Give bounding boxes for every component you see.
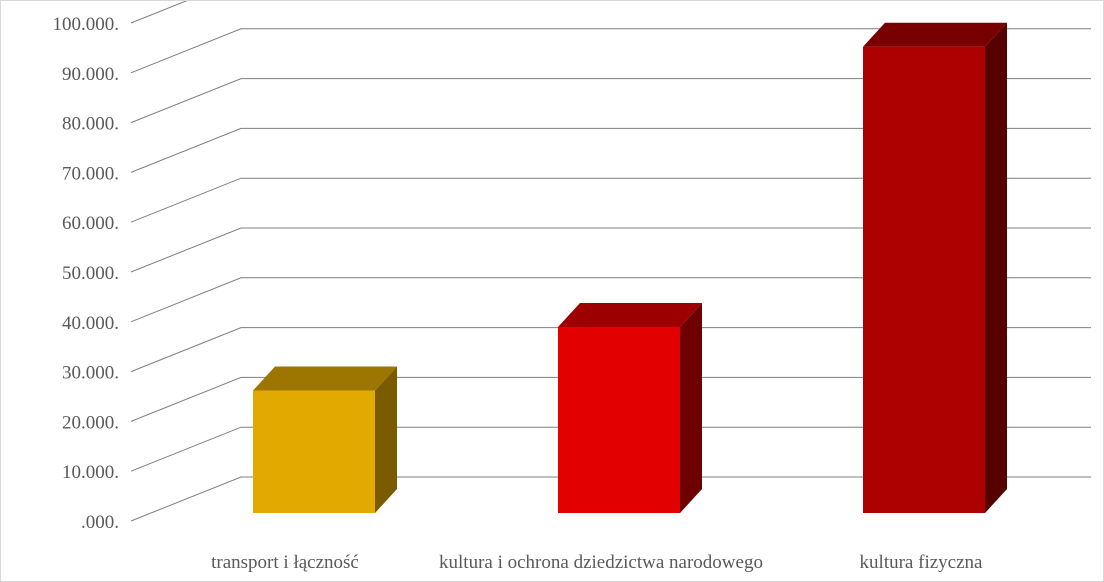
bar-front-face — [863, 46, 985, 514]
gridline — [130, 28, 1091, 74]
gridline — [130, 376, 1091, 422]
gridline — [130, 127, 1091, 173]
y-tick-label: 100.000. — [53, 14, 120, 35]
gridline — [130, 327, 1091, 373]
gridline — [130, 476, 1091, 522]
y-tick-label: 20.000. — [62, 412, 119, 433]
x-category-label: transport i łączność — [211, 552, 359, 573]
y-tick-label: 90.000. — [62, 64, 119, 85]
bar-side-face — [985, 22, 1007, 514]
y-tick-label: 30.000. — [62, 363, 119, 384]
bar-side-face — [680, 302, 702, 513]
x-axis-category-labels: transport i łączność kultura i ochrona dz… — [211, 552, 983, 573]
bar-top-face — [253, 366, 397, 391]
gridline — [130, 227, 1091, 273]
gridline — [130, 426, 1091, 472]
bar-front-face — [558, 326, 680, 513]
y-tick-label: .000. — [81, 512, 119, 533]
y-tick-label: 60.000. — [62, 213, 119, 234]
gridline — [130, 78, 1091, 124]
bar — [863, 22, 1007, 514]
y-axis-tick-labels: .000. 10.000. 20.000. 30.000. 40.000. 50.000.… — [53, 14, 120, 533]
bars — [253, 22, 1007, 514]
y-tick-label: 70.000. — [62, 163, 119, 184]
y-tick-label: 40.000. — [62, 313, 119, 334]
bar-top-face — [558, 302, 702, 327]
x-category-label: kultura fizyczna — [860, 552, 983, 573]
gridline — [130, 1, 188, 24]
y-tick-label: 80.000. — [62, 114, 119, 135]
gridline — [130, 277, 1091, 323]
bar-front-face — [253, 390, 375, 513]
gridline — [130, 177, 1091, 223]
bar — [253, 366, 397, 513]
bar-top-face — [863, 22, 1007, 47]
bar — [558, 302, 702, 513]
y-tick-label: 10.000. — [62, 462, 119, 483]
bar-side-face — [375, 366, 397, 513]
gridlines — [130, 1, 1091, 522]
y-tick-label: 50.000. — [62, 263, 119, 284]
x-category-label: kultura i ochrona dziedzictwa narodowego — [439, 552, 763, 573]
